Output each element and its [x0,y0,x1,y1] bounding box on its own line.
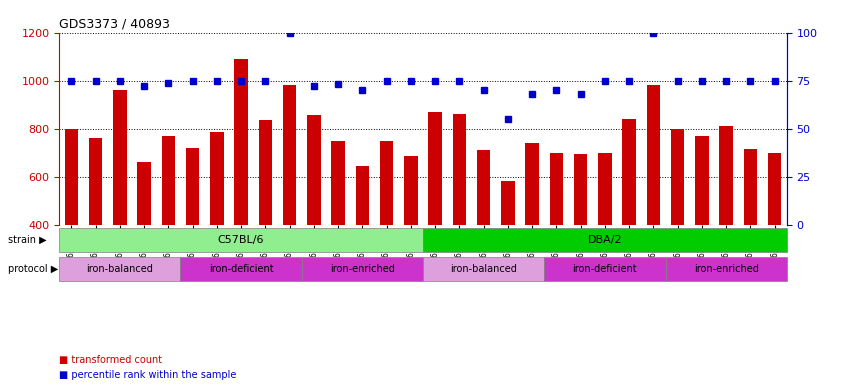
Bar [259,120,272,321]
Text: ■ transformed count: ■ transformed count [59,355,162,365]
FancyBboxPatch shape [302,257,423,281]
FancyBboxPatch shape [423,257,544,281]
Text: iron-balanced: iron-balanced [450,264,517,274]
Bar [501,182,514,321]
Text: ■ percentile rank within the sample: ■ percentile rank within the sample [59,370,237,380]
FancyBboxPatch shape [59,228,423,252]
Bar [355,166,369,321]
Bar [598,152,612,321]
Bar [428,112,442,321]
Bar [574,154,587,321]
Text: iron-enriched: iron-enriched [694,264,759,274]
Bar [162,136,175,321]
Bar [186,148,200,321]
Bar [671,129,684,321]
Bar [137,162,151,321]
FancyBboxPatch shape [666,257,787,281]
Text: DBA/2: DBA/2 [588,235,622,245]
FancyBboxPatch shape [423,228,787,252]
Bar [453,114,466,321]
FancyBboxPatch shape [180,257,302,281]
Bar [550,152,563,321]
Text: iron-deficient: iron-deficient [573,264,637,274]
Bar [744,149,757,321]
Bar [623,119,636,321]
Bar [332,141,345,321]
FancyBboxPatch shape [59,257,180,281]
FancyBboxPatch shape [544,257,666,281]
Bar [768,152,782,321]
Text: iron-deficient: iron-deficient [209,264,273,274]
Bar [477,150,491,321]
Text: iron-enriched: iron-enriched [330,264,395,274]
Bar [210,132,223,321]
Bar [307,116,321,321]
Bar [525,143,539,321]
Text: C57BL/6: C57BL/6 [218,235,264,245]
Bar [695,136,709,321]
Text: GDS3373 / 40893: GDS3373 / 40893 [59,17,170,30]
Bar [283,86,296,321]
Bar [64,129,78,321]
Bar [89,138,102,321]
Bar [380,141,393,321]
Bar [719,126,733,321]
Text: strain ▶: strain ▶ [8,235,47,245]
Text: protocol ▶: protocol ▶ [8,264,58,274]
Bar [404,156,418,321]
Bar [646,86,660,321]
Bar [234,59,248,321]
Bar [113,90,127,321]
Text: iron-balanced: iron-balanced [86,264,153,274]
